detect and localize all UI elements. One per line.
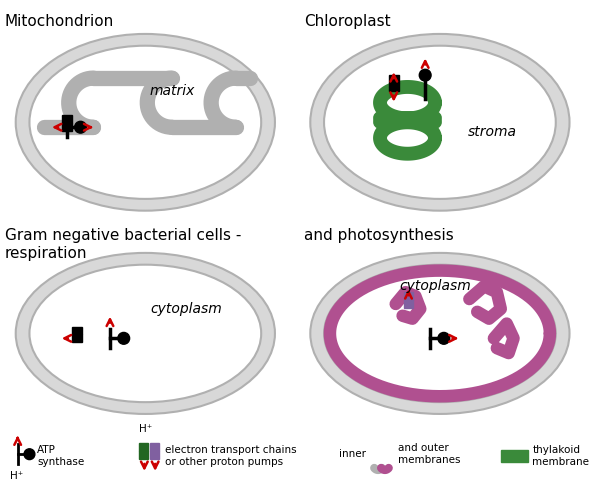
Ellipse shape [29,46,261,199]
Text: cytoplasm: cytoplasm [399,279,471,293]
Text: cytoplasm: cytoplasm [151,302,223,316]
Text: H⁺: H⁺ [139,424,152,434]
Bar [389,75,398,83]
Bar [71,327,82,335]
Text: thylakoid
membrane: thylakoid membrane [532,446,589,467]
Text: electron transport chains
or other proton pumps: electron transport chains or other proto… [165,446,296,467]
Text: Mitochondrion: Mitochondrion [5,14,114,29]
Bar [150,444,159,451]
Circle shape [118,333,130,344]
Bar [71,335,82,342]
Text: matrix: matrix [149,84,194,98]
Text: Gram negative bacterial cells -
respiration: Gram negative bacterial cells - respirat… [5,228,241,261]
Bar [389,83,398,91]
Bar [404,300,413,308]
Circle shape [438,333,450,344]
Text: inner: inner [339,449,366,459]
Text: H⁺: H⁺ [10,471,23,481]
Circle shape [74,121,86,133]
Text: and outer
membranes: and outer membranes [398,444,460,465]
Bar [62,115,71,123]
Bar [404,292,413,300]
Circle shape [24,449,35,459]
Text: Chloroplast: Chloroplast [304,14,391,29]
Ellipse shape [16,253,275,414]
Ellipse shape [310,253,569,414]
Bar [139,451,148,459]
Ellipse shape [310,34,569,211]
Text: and photosynthesis: and photosynthesis [304,228,454,244]
Bar [150,451,159,459]
Ellipse shape [324,46,556,199]
Text: ATP
synthase: ATP synthase [37,446,85,467]
Ellipse shape [29,265,261,402]
Bar [62,123,71,131]
Ellipse shape [16,34,275,211]
Bar [139,444,148,451]
Ellipse shape [324,265,556,402]
Bar [501,450,528,462]
Circle shape [419,69,431,81]
Text: stroma: stroma [467,125,517,139]
